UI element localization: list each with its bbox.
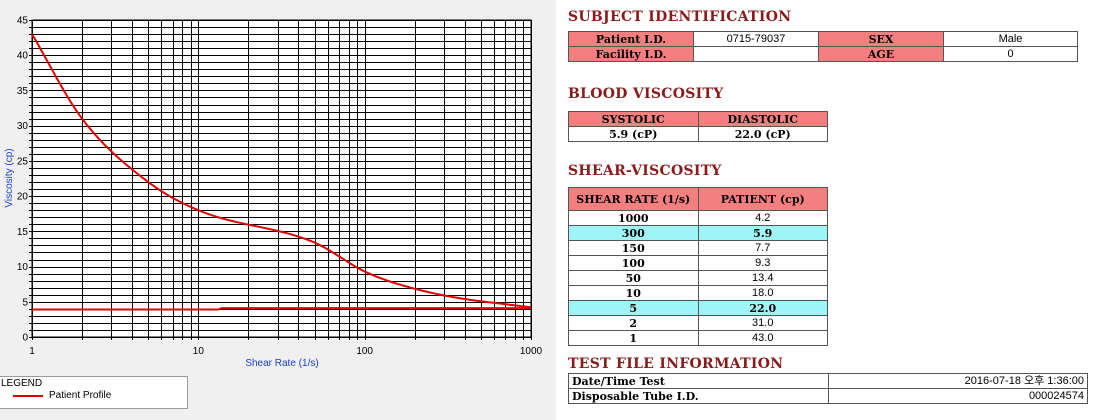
shear-viscosity-title: SHEAR-VISCOSITY (568, 163, 722, 179)
x-tick-label: 1 (29, 346, 35, 357)
table-row: 50 13.4 (569, 271, 828, 286)
facility-id-value (694, 47, 819, 62)
y-tick-label: 45 (17, 16, 29, 27)
y-tick-label: 10 (17, 262, 29, 273)
shear-rate-cell: 5 (569, 301, 699, 316)
y-tick-label: 25 (17, 156, 29, 167)
age-value: 0 (944, 47, 1078, 62)
blood-viscosity-table: SYSTOLIC DIASTOLIC 5.9 (cP) 22.0 (cP) (568, 111, 828, 142)
viscosity-chart: 0 5 10 15 20 25 30 35 40 45 1 10 100 1000 Shear Rate … (0, 0, 556, 375)
legend-label: Patient Profile (49, 390, 111, 401)
y-tick-label: 40 (17, 51, 29, 62)
shear-rate-cell: 1 (569, 331, 699, 346)
shear-rate-cell: 100 (569, 256, 699, 271)
test-file-title: TEST FILE INFORMATION (568, 356, 783, 372)
shear-rate-header: SHEAR RATE (1/s) (569, 188, 699, 211)
table-row: 1 43.0 (569, 331, 828, 346)
x-tick-label: 10 (193, 346, 205, 357)
patient-cell: 7.7 (698, 241, 828, 256)
x-tick-label: 100 (356, 346, 373, 357)
table-row: 100 9.3 (569, 256, 828, 271)
shear-rate-cell: 300 (569, 226, 699, 241)
patient-cell: 43.0 (698, 331, 828, 346)
y-tick-label: 30 (17, 121, 29, 132)
systolic-label: SYSTOLIC (569, 112, 699, 127)
subject-table: Patient I.D. 0715-79037 SEX Male Facilit… (568, 31, 1078, 62)
table-row: 2 31.0 (569, 316, 828, 331)
y-tick-label: 20 (17, 192, 29, 203)
shear-rate-cell: 2 (569, 316, 699, 331)
patient-cell: 31.0 (698, 316, 828, 331)
x-tick-label: 1000 (520, 346, 543, 357)
legend-title: LEGEND (1, 378, 42, 389)
table-row: 1000 4.2 (569, 211, 828, 226)
table-row: 10 18.0 (569, 286, 828, 301)
y-tick-label: 15 (17, 227, 29, 238)
shear-rate-cell: 1000 (569, 211, 699, 226)
sex-label: SEX (819, 32, 944, 47)
shear-rate-cell: 50 (569, 271, 699, 286)
report-panel: SUBJECT IDENTIFICATION Patient I.D. 0715… (556, 0, 1115, 420)
systolic-value: 5.9 (cP) (569, 127, 699, 142)
age-label: AGE (819, 47, 944, 62)
legend: LEGEND Patient Profile (0, 376, 188, 409)
patient-id-label: Patient I.D. (569, 32, 694, 47)
patient-header: PATIENT (cp) (698, 188, 828, 211)
plot-area (32, 20, 531, 337)
diastolic-label: DIASTOLIC (698, 112, 828, 127)
test-file-table: Date/Time Test 2016-07-18 오후 1:36:00 Dis… (568, 373, 1088, 404)
patient-cell: 9.3 (698, 256, 828, 271)
x-axis-title: Shear Rate (1/s) (245, 358, 318, 369)
patient-cell: 13.4 (698, 271, 828, 286)
subject-title: SUBJECT IDENTIFICATION (568, 9, 791, 25)
y-tick-label: 35 (17, 86, 29, 97)
legend-line-swatch (13, 395, 43, 397)
date-time-label: Date/Time Test (569, 374, 829, 389)
y-tick-label: 5 (22, 297, 28, 308)
table-row: 5 22.0 (569, 301, 828, 316)
patient-cell: 5.9 (698, 226, 828, 241)
patient-cell: 22.0 (698, 301, 828, 316)
shear-rate-cell: 150 (569, 241, 699, 256)
y-axis-title: Viscosity (cp) (4, 148, 15, 207)
tube-id-label: Disposable Tube I.D. (569, 389, 829, 404)
tube-id-value: 000024574 (829, 389, 1088, 404)
y-tick-label: 0 (22, 333, 28, 344)
table-row: 150 7.7 (569, 241, 828, 256)
date-time-value: 2016-07-18 오후 1:36:00 (829, 374, 1088, 389)
facility-id-label: Facility I.D. (569, 47, 694, 62)
chart-panel: 0 5 10 15 20 25 30 35 40 45 1 10 100 1000 Shear Rate … (0, 0, 556, 420)
table-row: 300 5.9 (569, 226, 828, 241)
blood-viscosity-title: BLOOD VISCOSITY (568, 86, 724, 102)
shear-rate-cell: 10 (569, 286, 699, 301)
patient-id-value: 0715-79037 (694, 32, 819, 47)
patient-cell: 18.0 (698, 286, 828, 301)
sex-value: Male (944, 32, 1078, 47)
plot-grid (29, 20, 532, 340)
patient-cell: 4.2 (698, 211, 828, 226)
shear-viscosity-table: SHEAR RATE (1/s) PATIENT (cp) 1000 4.2 30… (568, 187, 828, 346)
diastolic-value: 22.0 (cP) (698, 127, 828, 142)
